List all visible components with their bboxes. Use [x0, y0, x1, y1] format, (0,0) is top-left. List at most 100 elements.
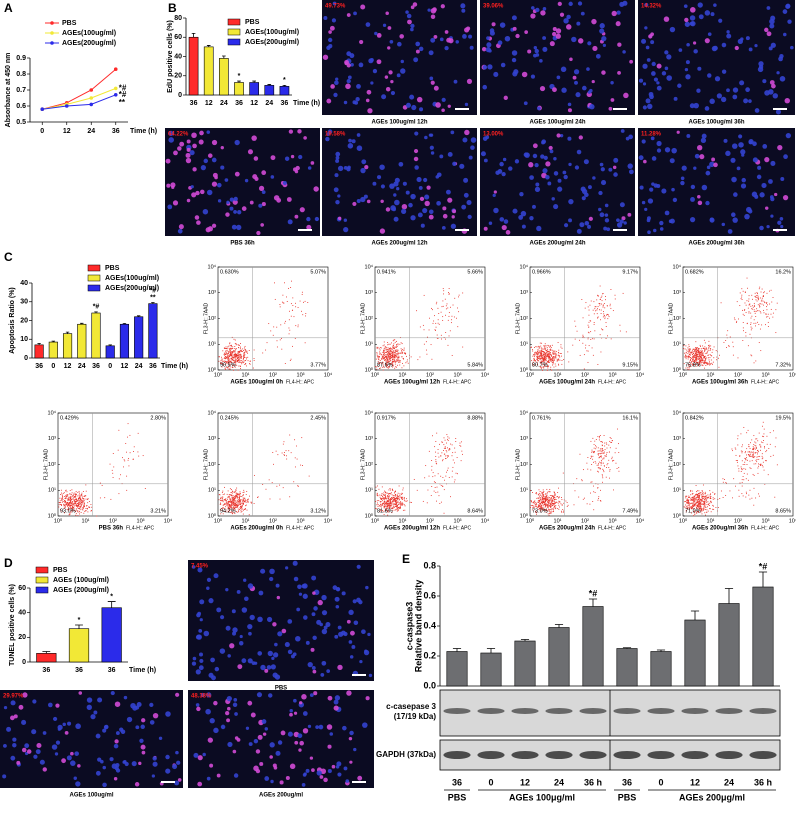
cell [741, 177, 746, 183]
event [379, 362, 381, 364]
event [701, 356, 703, 358]
bar [91, 312, 101, 359]
event [226, 502, 228, 504]
event [548, 353, 549, 355]
event [557, 358, 559, 360]
event [704, 348, 706, 350]
cell [601, 70, 606, 75]
cell [689, 15, 696, 21]
event [551, 362, 553, 364]
event [555, 353, 557, 355]
event [597, 295, 599, 297]
event [379, 509, 381, 511]
event [71, 501, 73, 503]
event [234, 362, 236, 364]
event [693, 352, 694, 354]
cell [650, 32, 654, 37]
x-tick-label: 36 [281, 100, 289, 107]
event [232, 498, 234, 500]
event [233, 506, 235, 508]
event [85, 498, 87, 500]
cell [446, 37, 452, 43]
event [229, 349, 231, 351]
event [392, 340, 394, 342]
event [234, 504, 236, 506]
event [239, 509, 240, 511]
y-tick-label: 10² [208, 462, 216, 468]
event [407, 362, 409, 364]
cell [731, 143, 738, 149]
cell [468, 34, 473, 39]
cell [333, 699, 339, 705]
annotation: * [283, 77, 286, 84]
event [376, 366, 378, 368]
event [625, 331, 627, 333]
event [224, 357, 226, 359]
cell [552, 87, 557, 93]
event [231, 354, 233, 355]
cell [743, 98, 749, 104]
cell [346, 63, 351, 68]
quadrant-label: 81.6% [377, 508, 393, 514]
cell [95, 733, 101, 739]
event [547, 352, 549, 354]
event [548, 353, 550, 355]
cell [297, 129, 302, 134]
cell [141, 750, 146, 755]
cell [261, 202, 266, 207]
event [546, 491, 548, 493]
event [435, 322, 437, 324]
cell [621, 216, 626, 221]
event [699, 361, 701, 363]
event [231, 489, 232, 491]
cell [601, 36, 607, 42]
event [238, 497, 240, 498]
event [400, 348, 402, 350]
event [545, 349, 547, 351]
cell [532, 143, 538, 149]
event [553, 509, 555, 511]
cell [261, 190, 266, 195]
event [684, 356, 686, 358]
event [396, 340, 397, 342]
event [547, 355, 549, 357]
event [237, 493, 239, 495]
event [688, 350, 690, 352]
event [444, 446, 446, 448]
event [455, 437, 457, 439]
y-tick-label: 10¹ [365, 488, 373, 494]
event [230, 511, 232, 513]
cell [227, 741, 233, 748]
cell [644, 26, 648, 30]
cell [62, 722, 66, 727]
event [757, 321, 759, 323]
cell [347, 143, 354, 149]
event [226, 493, 228, 495]
cell [305, 640, 310, 645]
event [451, 315, 453, 317]
event [385, 363, 387, 365]
event [444, 479, 445, 481]
x-axis-label: Time (h) [130, 128, 157, 135]
event [70, 496, 72, 498]
bar [718, 603, 740, 687]
event [243, 356, 245, 358]
event [385, 366, 387, 368]
event [239, 360, 241, 362]
cell [439, 37, 444, 42]
caption: PBS [275, 686, 287, 692]
event [61, 501, 63, 503]
quadrant-label: 0.917% [377, 415, 396, 421]
event [234, 359, 236, 361]
event [544, 355, 546, 357]
event [235, 348, 237, 350]
cell [264, 668, 269, 673]
event [377, 494, 379, 496]
event [400, 342, 402, 344]
event [80, 506, 82, 507]
event [541, 493, 543, 495]
event [243, 497, 245, 499]
event [275, 450, 277, 452]
event [544, 359, 545, 361]
x-tick-label: 12 [121, 363, 129, 370]
